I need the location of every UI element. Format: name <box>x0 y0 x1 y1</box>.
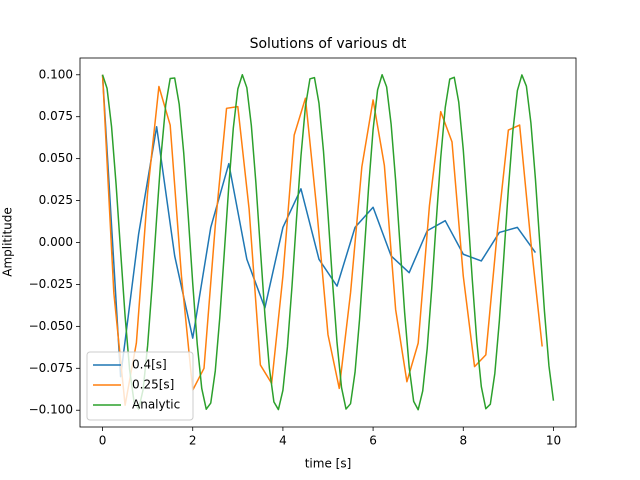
plot-frame <box>79 57 577 428</box>
y-tick-label: 0.000 <box>39 235 73 249</box>
x-tick-label: 10 <box>546 434 561 448</box>
x-tick-label: 0 <box>99 434 107 448</box>
y-tick-label: 0.025 <box>39 193 73 207</box>
x-axis-label: time [s] <box>305 457 352 471</box>
series-line <box>101 74 555 411</box>
y-tick-label: −0.075 <box>29 361 73 375</box>
y-tick-label: 0.050 <box>39 151 73 165</box>
x-tick-label: 2 <box>189 434 197 448</box>
y-tick-label: 0.075 <box>39 109 73 123</box>
y-tick-label: −0.100 <box>29 403 73 417</box>
y-tick-label: −0.025 <box>29 277 73 291</box>
chart-title: Solutions of various dt <box>250 36 407 52</box>
x-tick-label: 6 <box>369 434 377 448</box>
y-tick-label: −0.050 <box>29 319 73 333</box>
legend-label: 0.25[s] <box>132 378 174 392</box>
legend: 0.4[s] 0.25[s] Analytic <box>86 351 194 421</box>
y-tick-label: 0.100 <box>39 67 73 81</box>
series-line <box>101 74 543 406</box>
legend-label: 0.4[s] <box>132 358 167 372</box>
x-tick-label: 8 <box>459 434 467 448</box>
series-line <box>101 74 537 378</box>
y-axis-label: Amplititude <box>1 207 15 277</box>
x-tick-label: 4 <box>279 434 287 448</box>
legend-label: Analytic <box>132 398 180 412</box>
legend-box <box>86 351 194 421</box>
